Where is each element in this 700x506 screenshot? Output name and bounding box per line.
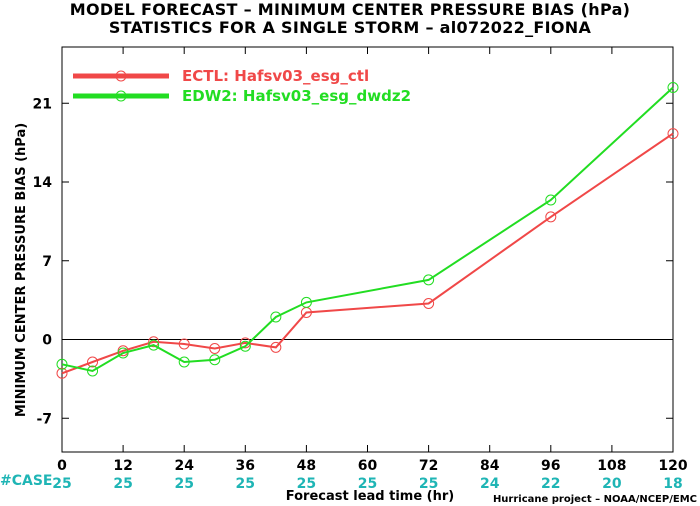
data-point	[87, 356, 99, 368]
y-tick-label: 7	[42, 254, 52, 270]
data-point	[209, 343, 221, 354]
x-tick-label: 0	[57, 458, 67, 474]
x-tick-label: 96	[541, 458, 560, 474]
data-point	[148, 336, 160, 348]
plot-frame	[61, 46, 674, 453]
y-axis-label: MINIMUM CENTER PRESSURE BIAS (hPa)	[14, 123, 29, 417]
data-point	[117, 347, 129, 359]
data-point	[667, 128, 679, 140]
case-count: 20	[602, 476, 622, 492]
chart-subtitle: STATISTICS FOR A SINGLE STORM – al072022…	[108, 18, 592, 37]
data-point	[56, 358, 68, 370]
data-point	[178, 338, 190, 350]
chart-title: MODEL FORECAST – MINIMUM CENTER PRESSURE…	[69, 0, 631, 19]
data-point	[423, 298, 435, 309]
x-tick-label: 108	[597, 458, 626, 474]
x-tick-label: 84	[480, 458, 500, 474]
y-tick-label: 21	[33, 96, 52, 112]
case-count: 25	[419, 476, 438, 492]
case-count: 25	[358, 476, 377, 492]
data-point	[178, 356, 190, 368]
x-tick-label: 72	[419, 458, 438, 474]
y-tick-label: -7	[36, 411, 52, 427]
case-count: 25	[113, 476, 132, 492]
data-point	[423, 274, 435, 286]
series-line	[61, 86, 674, 373]
case-count: 22	[541, 476, 560, 492]
x-tick-label: 36	[236, 458, 255, 474]
data-point	[56, 367, 68, 379]
x-tick-label: 24	[174, 458, 194, 474]
axes: 0 12 24 36 48 60 72 84 96 108 120 -7 0 7 14 21 25 25 25 25 2…	[33, 46, 688, 492]
case-label: #CASE	[0, 473, 53, 489]
case-count: 18	[663, 476, 682, 492]
data-point	[239, 340, 251, 352]
case-count: 24	[480, 476, 500, 492]
case-count: 25	[174, 476, 193, 492]
legend-label: ECTL: Hafsv03_esg_ctl	[182, 67, 369, 85]
y-tick-label: 14	[33, 175, 53, 191]
legend-marker	[115, 90, 127, 102]
data-point	[270, 341, 282, 353]
data-point	[545, 211, 557, 223]
legend: ECTL: Hafsv03_esg_ctl EDW2: Hafsv03_esg_d…	[73, 67, 411, 105]
case-count: 25	[236, 476, 255, 492]
x-axis-label: Forecast lead time (hr)	[286, 489, 454, 504]
data-point	[148, 339, 160, 351]
legend-marker	[115, 70, 127, 82]
series-layer	[56, 82, 679, 379]
y-tick-label: 0	[42, 333, 52, 349]
legend-label: EDW2: Hafsv03_esg_dwdz2	[182, 87, 411, 105]
x-tick-label: 12	[113, 458, 132, 474]
case-count: 25	[52, 476, 71, 492]
data-point	[87, 365, 99, 377]
case-count: 25	[297, 476, 316, 492]
data-point	[209, 354, 221, 366]
data-point	[270, 311, 282, 323]
x-tick-label: 120	[658, 458, 687, 474]
x-tick-label: 60	[358, 458, 378, 474]
credit-text: Hurricane project – NOAA/NCEP/EMC	[493, 494, 697, 505]
data-point	[300, 296, 312, 308]
x-tick-label: 48	[297, 458, 316, 474]
series-line	[61, 132, 674, 375]
data-point	[667, 82, 679, 93]
data-point	[545, 194, 557, 206]
